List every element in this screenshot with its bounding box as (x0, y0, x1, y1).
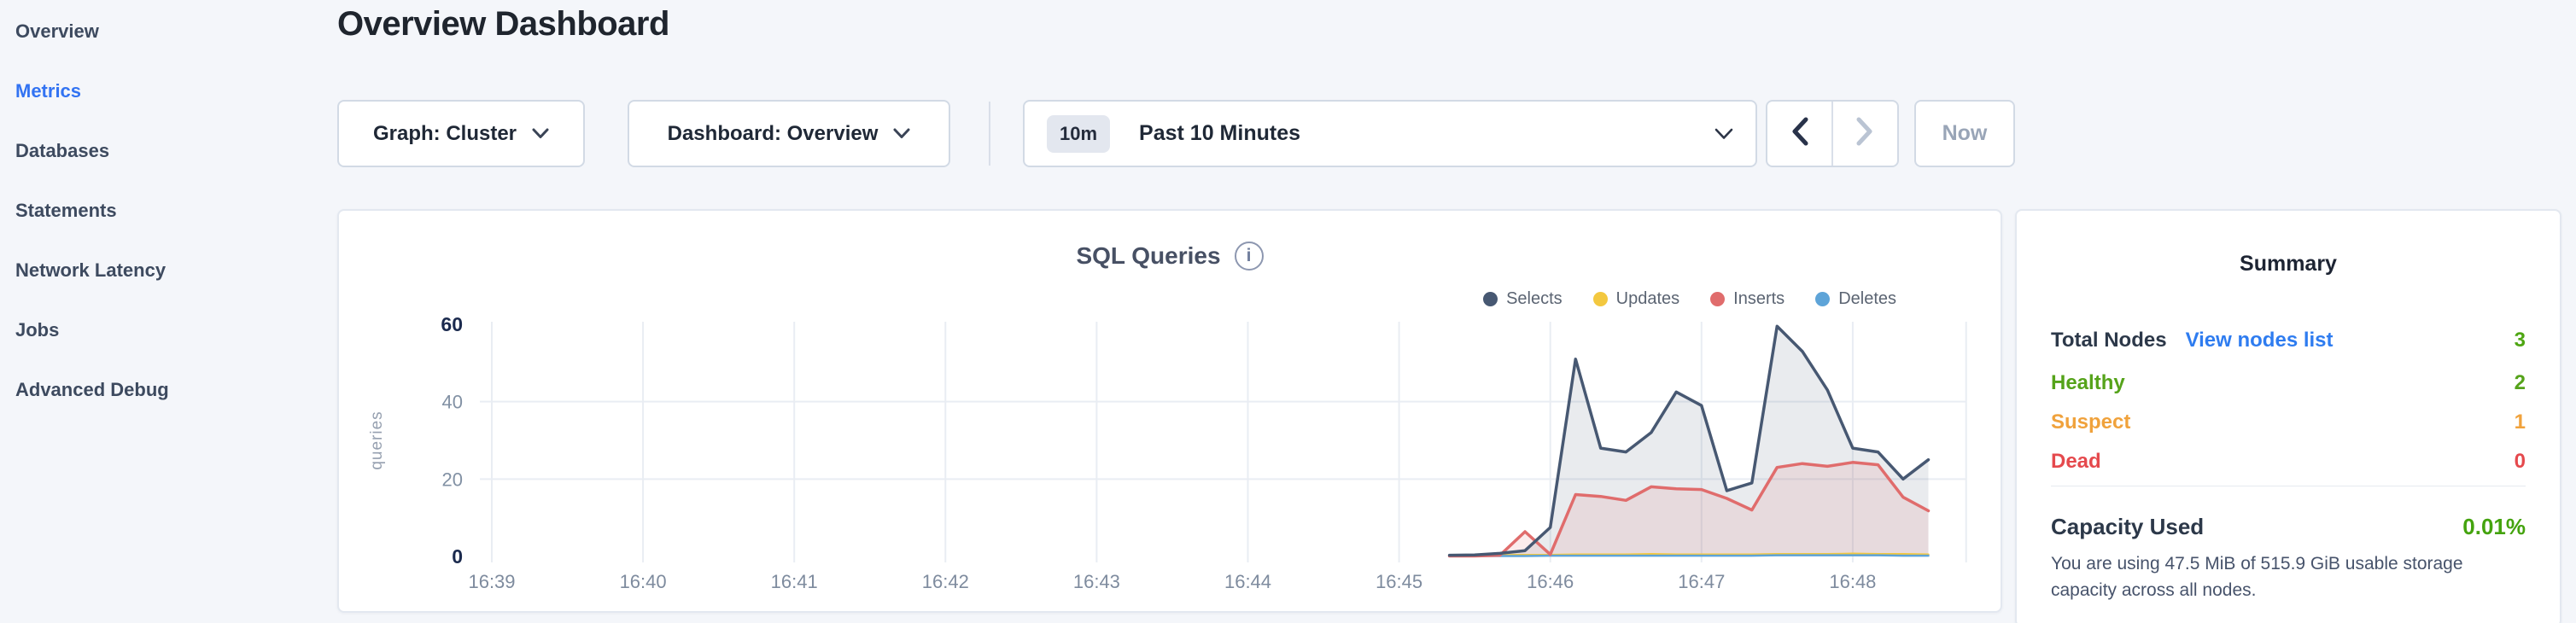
updates-dot-icon (1592, 292, 1608, 306)
summary-row-total-nodes: Total Nodes View nodes list 3 (2051, 326, 2526, 355)
sidebar-item-label: Metrics (15, 80, 82, 102)
arrow-divider (1831, 102, 1833, 166)
chevron-down-icon (893, 128, 910, 139)
sql-queries-chart-card: 0 20 40 60 queries 16:39 16:40 16:41 16:42 16:43 1… (337, 209, 2002, 613)
sidebar-item-advanced-debug[interactable]: Advanced Debug (0, 360, 265, 420)
view-nodes-list-link[interactable]: View nodes list (2185, 329, 2334, 352)
dashboard-dropdown-label: Dashboard: Overview (667, 121, 879, 145)
capacity-used-label: Capacity Used (2051, 514, 2205, 539)
sidebar-item-label: Advanced Debug (15, 379, 169, 400)
dead-label: Dead (2051, 450, 2101, 473)
capacity-used-value: 0.01% (2462, 514, 2526, 539)
dead-value: 0 (2514, 450, 2526, 473)
suspect-value: 1 (2514, 410, 2526, 434)
legend-item-deletes[interactable]: Deletes (1815, 289, 1896, 309)
sql-queries-chart: 0 20 40 60 queries 16:39 16:40 16:41 16:42 16:43 1… (368, 313, 1967, 592)
page-title: Overview Dashboard (337, 5, 669, 43)
svg-text:40: 40 (442, 392, 463, 413)
legend-item-inserts[interactable]: Inserts (1710, 289, 1785, 309)
chevron-right-icon (1855, 117, 1874, 150)
deletes-dot-icon (1815, 292, 1831, 306)
time-range-label: Past 10 Minutes (1139, 121, 1300, 145)
summary-row-healthy: Healthy 2 (2051, 369, 2526, 398)
chart-legend: Selects Updates Inserts Deletes (1483, 289, 1896, 309)
chevron-left-icon (1790, 117, 1809, 150)
chart-title: SQL Queries (1076, 242, 1221, 269)
summary-row-dead: Dead 0 (2051, 447, 2526, 476)
inserts-dot-icon (1710, 292, 1726, 306)
total-nodes-value: 3 (2514, 329, 2526, 352)
sidebar-item-network-latency[interactable]: Network Latency (0, 241, 265, 300)
info-icon[interactable]: i (1234, 242, 1264, 271)
svg-text:16:46: 16:46 (1527, 571, 1574, 592)
summary-panel: Summary Total Nodes View nodes list 3 He… (2015, 209, 2561, 623)
time-range-selector[interactable]: 10m Past 10 Minutes (1023, 100, 1757, 167)
legend-item-selects[interactable]: Selects (1483, 289, 1563, 309)
graph-dropdown[interactable]: Graph: Cluster (337, 100, 585, 167)
svg-text:queries: queries (368, 410, 386, 469)
controls-divider (989, 102, 990, 166)
svg-text:16:47: 16:47 (1678, 571, 1725, 592)
now-button[interactable]: Now (1914, 100, 2015, 167)
capacity-used-row: Capacity Used 0.01% (2051, 514, 2526, 540)
legend-item-updates[interactable]: Updates (1592, 289, 1679, 309)
next-time-button[interactable] (1833, 102, 1897, 166)
graph-dropdown-label: Graph: Cluster (372, 121, 517, 145)
svg-text:16:45: 16:45 (1376, 571, 1422, 592)
sidebar-item-label: Overview (15, 20, 99, 42)
sidebar-item-jobs[interactable]: Jobs (0, 300, 265, 360)
svg-text:0: 0 (452, 545, 463, 568)
svg-text:16:44: 16:44 (1224, 571, 1271, 592)
now-button-label: Now (1942, 121, 1988, 145)
capacity-description: You are using 47.5 MiB of 515.9 GiB usab… (2051, 554, 2463, 600)
chevron-down-icon (532, 128, 549, 139)
sidebar-item-overview[interactable]: Overview (0, 2, 265, 61)
sidebar-item-label: Jobs (15, 319, 60, 341)
sidebar-item-label: Network Latency (15, 259, 166, 281)
summary-title: Summary (2240, 252, 2337, 276)
svg-text:60: 60 (441, 313, 463, 335)
svg-text:16:42: 16:42 (922, 571, 969, 592)
suspect-label: Suspect (2051, 410, 2131, 434)
total-nodes-label: Total Nodes (2051, 329, 2167, 352)
svg-text:20: 20 (442, 469, 463, 490)
sidebar-item-statements[interactable]: Statements (0, 181, 265, 241)
dashboard-dropdown[interactable]: Dashboard: Overview (628, 100, 950, 167)
svg-text:16:48: 16:48 (1829, 571, 1876, 592)
time-step-buttons (1766, 100, 1899, 167)
sidebar-item-databases[interactable]: Databases (0, 121, 265, 181)
chevron-down-icon (1714, 128, 1733, 140)
sidebar-item-label: Databases (15, 140, 110, 161)
time-range-badge: 10m (1047, 114, 1111, 153)
svg-text:16:39: 16:39 (468, 571, 515, 592)
sidebar: Overview Metrics Databases Statements Ne… (0, 0, 265, 623)
sidebar-item-label: Statements (15, 200, 117, 221)
summary-row-suspect: Suspect 1 (2051, 408, 2526, 437)
svg-text:16:41: 16:41 (771, 571, 818, 592)
sidebar-item-metrics[interactable]: Metrics (0, 61, 265, 121)
chart-title-row: SQL Queries i (339, 242, 2001, 271)
controls-row: Graph: Cluster Dashboard: Overview 10m P… (337, 100, 2045, 167)
selects-dot-icon (1483, 292, 1498, 306)
previous-time-button[interactable] (1767, 102, 1831, 166)
healthy-label: Healthy (2051, 371, 2125, 394)
svg-text:16:40: 16:40 (620, 571, 667, 592)
svg-text:16:43: 16:43 (1073, 571, 1120, 592)
healthy-value: 2 (2514, 371, 2526, 394)
